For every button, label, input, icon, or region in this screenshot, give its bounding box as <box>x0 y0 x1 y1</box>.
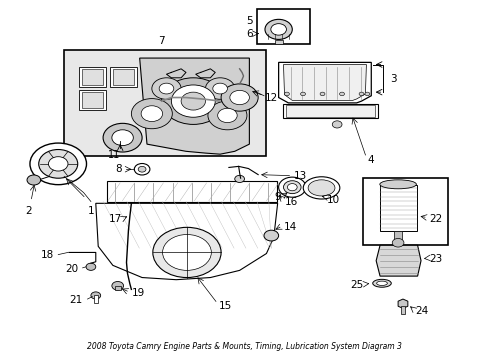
Text: 20: 20 <box>65 264 79 274</box>
Circle shape <box>27 175 41 185</box>
Circle shape <box>331 121 341 128</box>
Polygon shape <box>397 299 407 309</box>
Bar <box>81 69 102 85</box>
Bar <box>379 185 416 231</box>
Text: 11: 11 <box>107 149 120 159</box>
Ellipse shape <box>303 177 339 199</box>
Circle shape <box>287 184 297 191</box>
Ellipse shape <box>372 279 390 287</box>
Bar <box>107 181 276 202</box>
Polygon shape <box>283 64 366 100</box>
Text: 16: 16 <box>284 197 297 207</box>
Bar <box>115 286 121 290</box>
Circle shape <box>364 92 369 96</box>
Circle shape <box>278 177 305 197</box>
Text: 2008 Toyota Camry Engine Parts & Mounts, Timing, Lubrication System Diagram 3: 2008 Toyota Camry Engine Parts & Mounts,… <box>87 342 401 351</box>
Bar <box>79 67 105 87</box>
Circle shape <box>153 227 221 278</box>
Polygon shape <box>375 245 420 276</box>
Polygon shape <box>278 62 370 103</box>
Text: 21: 21 <box>69 295 82 305</box>
Circle shape <box>212 83 227 94</box>
Circle shape <box>162 234 211 270</box>
Circle shape <box>264 19 292 40</box>
Circle shape <box>112 282 123 290</box>
Text: 25: 25 <box>350 280 363 290</box>
Bar <box>81 93 102 108</box>
Circle shape <box>161 78 224 125</box>
Text: 10: 10 <box>326 195 339 205</box>
Ellipse shape <box>379 180 415 189</box>
Circle shape <box>48 157 68 171</box>
Bar <box>393 231 401 242</box>
Text: 18: 18 <box>41 249 54 260</box>
Text: 17: 17 <box>108 215 122 224</box>
Circle shape <box>207 101 246 130</box>
Text: 13: 13 <box>294 171 307 181</box>
Bar <box>400 306 404 315</box>
Circle shape <box>152 78 181 99</box>
Circle shape <box>138 166 146 172</box>
Circle shape <box>391 238 403 247</box>
Ellipse shape <box>376 281 386 285</box>
Circle shape <box>39 149 78 178</box>
Text: 7: 7 <box>158 36 164 45</box>
Circle shape <box>284 92 289 96</box>
Polygon shape <box>96 203 277 280</box>
Text: 3: 3 <box>389 73 396 84</box>
Ellipse shape <box>307 180 334 196</box>
Circle shape <box>320 92 325 96</box>
Bar <box>256 9 310 44</box>
Text: 19: 19 <box>131 288 144 298</box>
Bar <box>94 296 98 303</box>
Text: 12: 12 <box>264 93 278 103</box>
Circle shape <box>86 263 96 270</box>
Polygon shape <box>140 58 249 154</box>
Text: 22: 22 <box>428 214 441 224</box>
Circle shape <box>134 163 150 175</box>
Circle shape <box>221 84 258 111</box>
Circle shape <box>131 99 172 129</box>
Circle shape <box>339 92 344 96</box>
Circle shape <box>205 78 234 99</box>
Circle shape <box>229 90 249 105</box>
Circle shape <box>300 92 305 96</box>
Circle shape <box>141 106 162 122</box>
Bar <box>79 90 105 110</box>
Text: 23: 23 <box>428 254 441 264</box>
Text: 5: 5 <box>246 17 253 27</box>
Bar <box>64 50 266 156</box>
Text: 1: 1 <box>87 206 94 216</box>
Text: 2: 2 <box>25 206 32 216</box>
Circle shape <box>91 292 101 299</box>
Text: 14: 14 <box>283 222 296 231</box>
Circle shape <box>358 92 363 96</box>
Bar <box>113 69 134 85</box>
Text: 15: 15 <box>219 301 232 311</box>
Circle shape <box>264 230 278 241</box>
Circle shape <box>112 130 133 145</box>
Circle shape <box>171 85 215 117</box>
Text: 4: 4 <box>366 155 373 165</box>
Circle shape <box>181 92 205 110</box>
Text: 8: 8 <box>115 164 122 174</box>
Circle shape <box>217 108 237 123</box>
Circle shape <box>159 83 173 94</box>
Bar <box>282 104 377 118</box>
Text: 6: 6 <box>246 29 253 39</box>
Circle shape <box>234 175 244 183</box>
Bar <box>285 105 374 117</box>
Bar <box>362 178 447 245</box>
Circle shape <box>283 181 301 194</box>
Bar <box>274 40 282 44</box>
Text: 9: 9 <box>274 192 281 202</box>
Bar <box>110 67 137 87</box>
Circle shape <box>270 24 286 35</box>
Circle shape <box>30 143 86 185</box>
Text: 24: 24 <box>414 306 427 316</box>
Circle shape <box>103 123 142 152</box>
